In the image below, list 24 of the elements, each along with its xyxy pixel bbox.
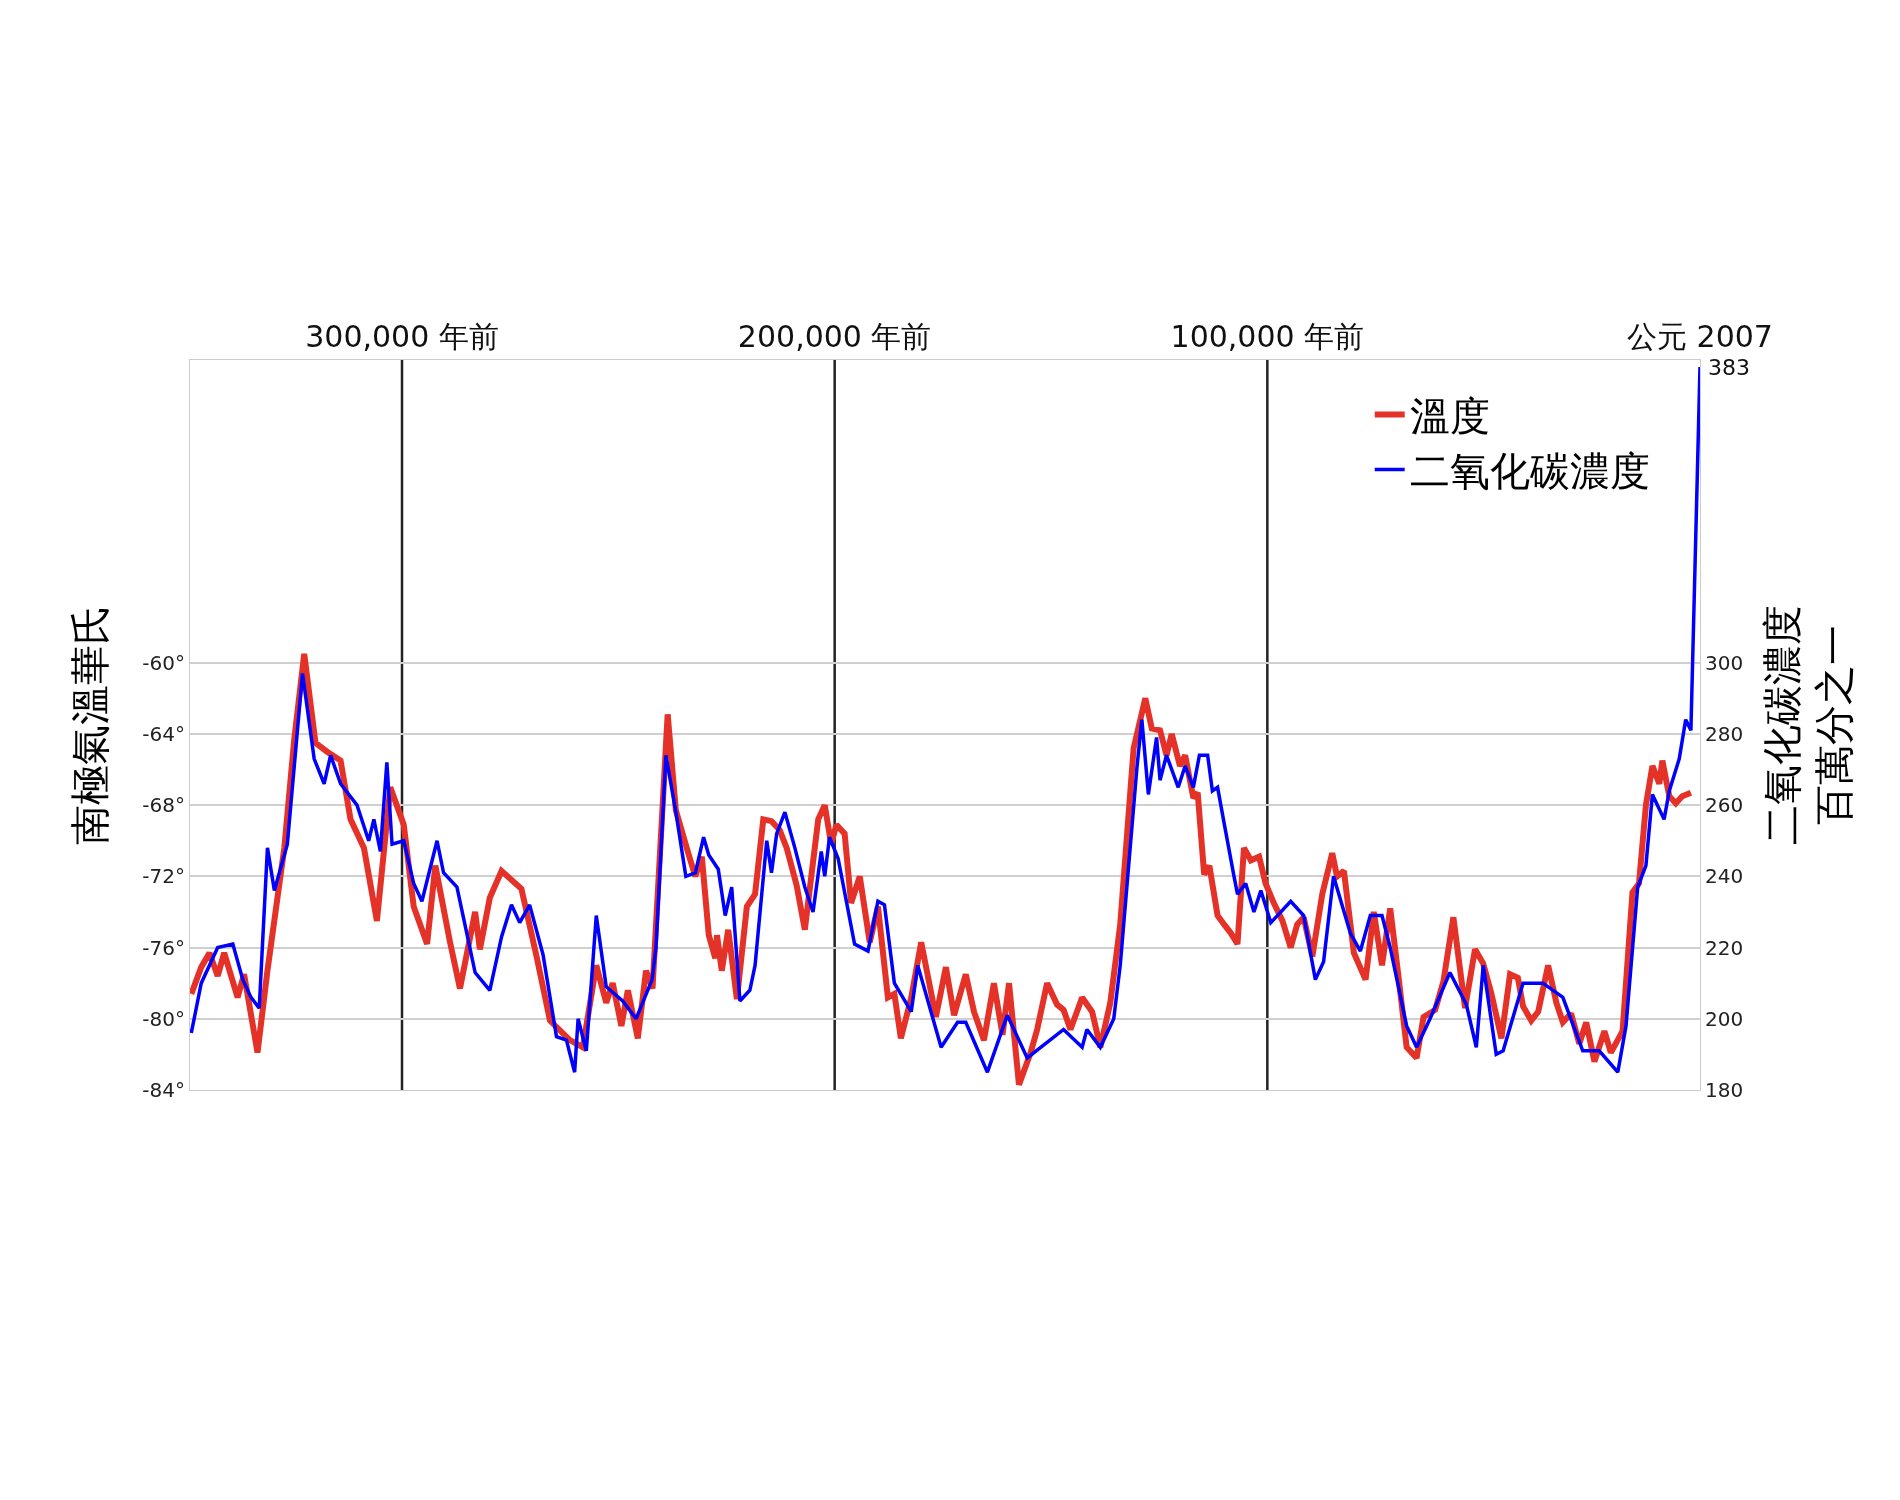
y2-tick-label: 300 — [1705, 650, 1744, 675]
y2-tick-label: 260 — [1705, 793, 1744, 818]
y2-tick-label: 180 — [1705, 1078, 1744, 1102]
legend-label: 二氧化碳濃度 — [1409, 448, 1650, 494]
y-tick-label: -68° — [142, 793, 185, 818]
y-tick-label: -76° — [142, 935, 185, 960]
line-series — [190, 365, 1700, 1074]
x-tick-label: 100,000 年前 — [1170, 319, 1365, 354]
y2-tick-label: 240 — [1705, 864, 1744, 889]
y-tick-label: -64° — [142, 721, 185, 746]
y2-tick-label: 200 — [1705, 1006, 1744, 1031]
x-tick-label: 300,000 年前 — [305, 319, 499, 354]
text: 383 — [1708, 355, 1750, 380]
y-tick-label: -80° — [142, 1006, 185, 1031]
y-tick-label: -72° — [142, 864, 185, 889]
y-axis-title: 南極氣溫華氏 — [66, 605, 113, 845]
y2-tick-label: 280 — [1705, 721, 1744, 746]
x-tick-label: 200,000 年前 — [737, 319, 932, 354]
x-tick-label: 公元 2007 — [1627, 319, 1773, 354]
legend-label: 溫度 — [1409, 393, 1490, 439]
y2-axis-title: 二氧化碳濃度百萬分之一 — [1758, 605, 1857, 845]
y-tick-label: -84° — [142, 1078, 185, 1102]
y2-tick-label: 220 — [1705, 935, 1744, 960]
y-tick-label: -60° — [142, 650, 185, 675]
